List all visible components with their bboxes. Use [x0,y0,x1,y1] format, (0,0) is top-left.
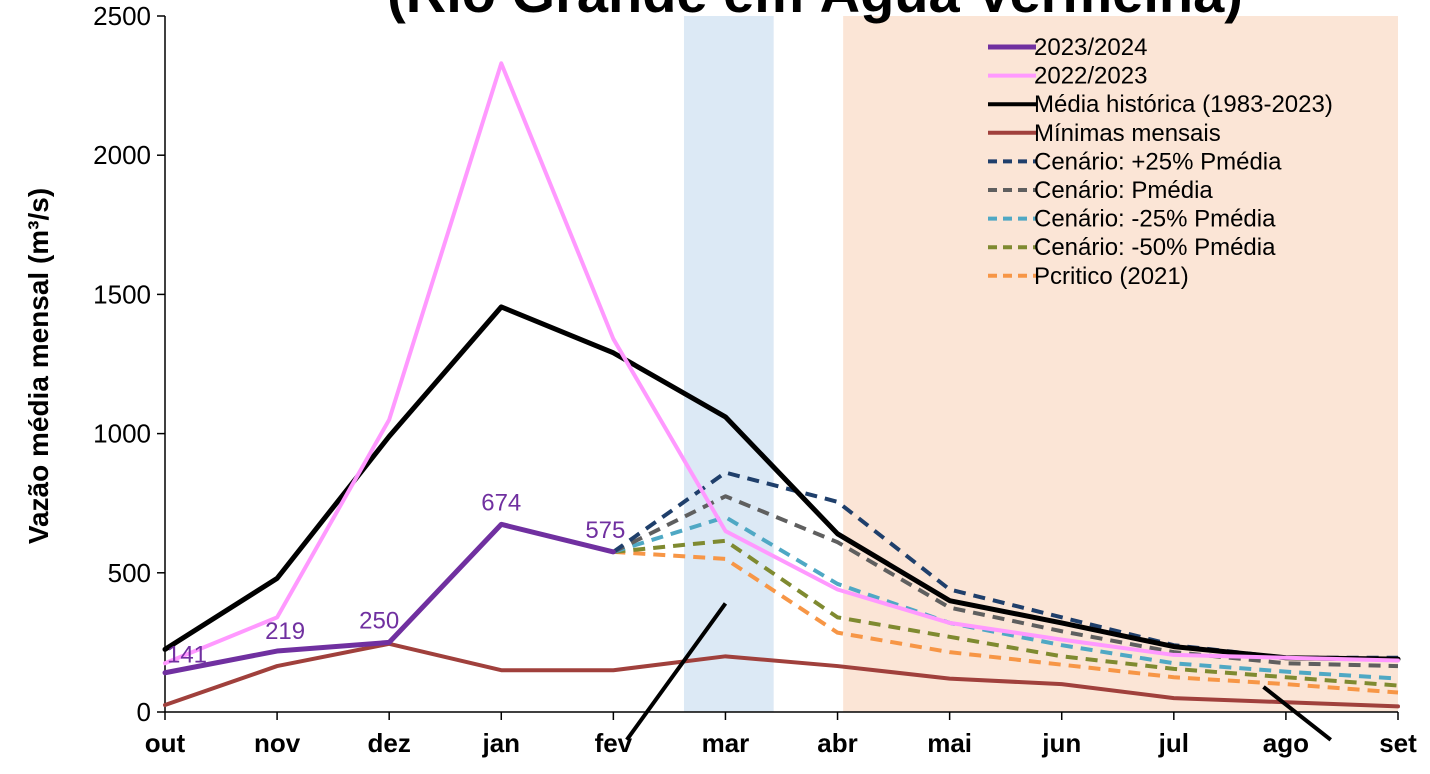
series-lines [162,61,1401,709]
data-labels: 141 219 250 674 575 [167,489,625,668]
x-tick-label: ago [1263,728,1309,758]
legend-label: Mínimas mensais [1034,120,1221,147]
x-tick-label: set [1379,728,1417,758]
y-ticks: 0 500 1000 1500 2000 2500 [93,1,165,727]
x-tick-label: out [145,728,186,758]
series-line-7 [613,538,1399,688]
x-tick-label: mai [927,728,972,758]
x-tick-label: jan [481,728,520,758]
annotation-line-1 [1262,685,1332,742]
data-label: 575 [585,517,625,544]
y-tick-label: 500 [108,558,151,588]
y-tick-label: 2500 [93,1,151,31]
y-axis-title: Vazão média mensal (m³/s) [23,188,54,544]
axes [164,16,1398,713]
y-tick-label: 0 [137,697,151,727]
x-tick-label: mar [702,728,750,758]
annotation-lines [625,602,1332,742]
series-line-0 [162,521,616,676]
x-tick-label: jul [1158,728,1189,758]
y-tick-label: 1000 [93,419,151,449]
legend-label: 2023/2024 [1034,34,1147,61]
x-tick-label: abr [817,728,857,758]
legend-label: Cenário: -50% Pmédia [1034,234,1276,261]
y-tick-label: 1500 [93,279,151,309]
legend-label: 2022/2023 [1034,63,1147,90]
y-tick-label: 2000 [93,140,151,170]
x-tick-label: fev [595,728,633,758]
series-line-2 [162,304,1401,662]
data-label: 219 [265,618,305,645]
legend-label: Média histórica (1983-2023) [1034,91,1333,118]
legend-label: Pcritico (2021) [1034,263,1189,290]
chart-title: (Rio Grande em Água Vermelha) [387,0,1243,24]
shaded-region-1 [843,16,1398,712]
series-line-1 [163,61,1400,666]
x-tick-label: jun [1041,728,1081,758]
x-tick-label: dez [368,728,411,758]
series-line-6 [612,515,1399,681]
data-label: 674 [481,489,521,516]
legend-label: Cenário: +25% Pmédia [1034,148,1282,175]
x-tick-label: nov [254,728,301,758]
legend-label: Cenário: -25% Pmédia [1034,206,1276,233]
annotation-line-0 [625,602,728,742]
series-line-3 [163,641,1400,709]
data-label: 250 [359,607,399,634]
data-label: 141 [167,642,207,669]
series-line-5 [612,494,1399,669]
shaded-region-0 [683,16,774,712]
shaded-regions [683,16,1398,712]
legend-label: Cenário: Pmédia [1034,177,1213,204]
x-ticks: out nov dez jan fev mar abr mai jun jul ago set [145,712,1417,758]
